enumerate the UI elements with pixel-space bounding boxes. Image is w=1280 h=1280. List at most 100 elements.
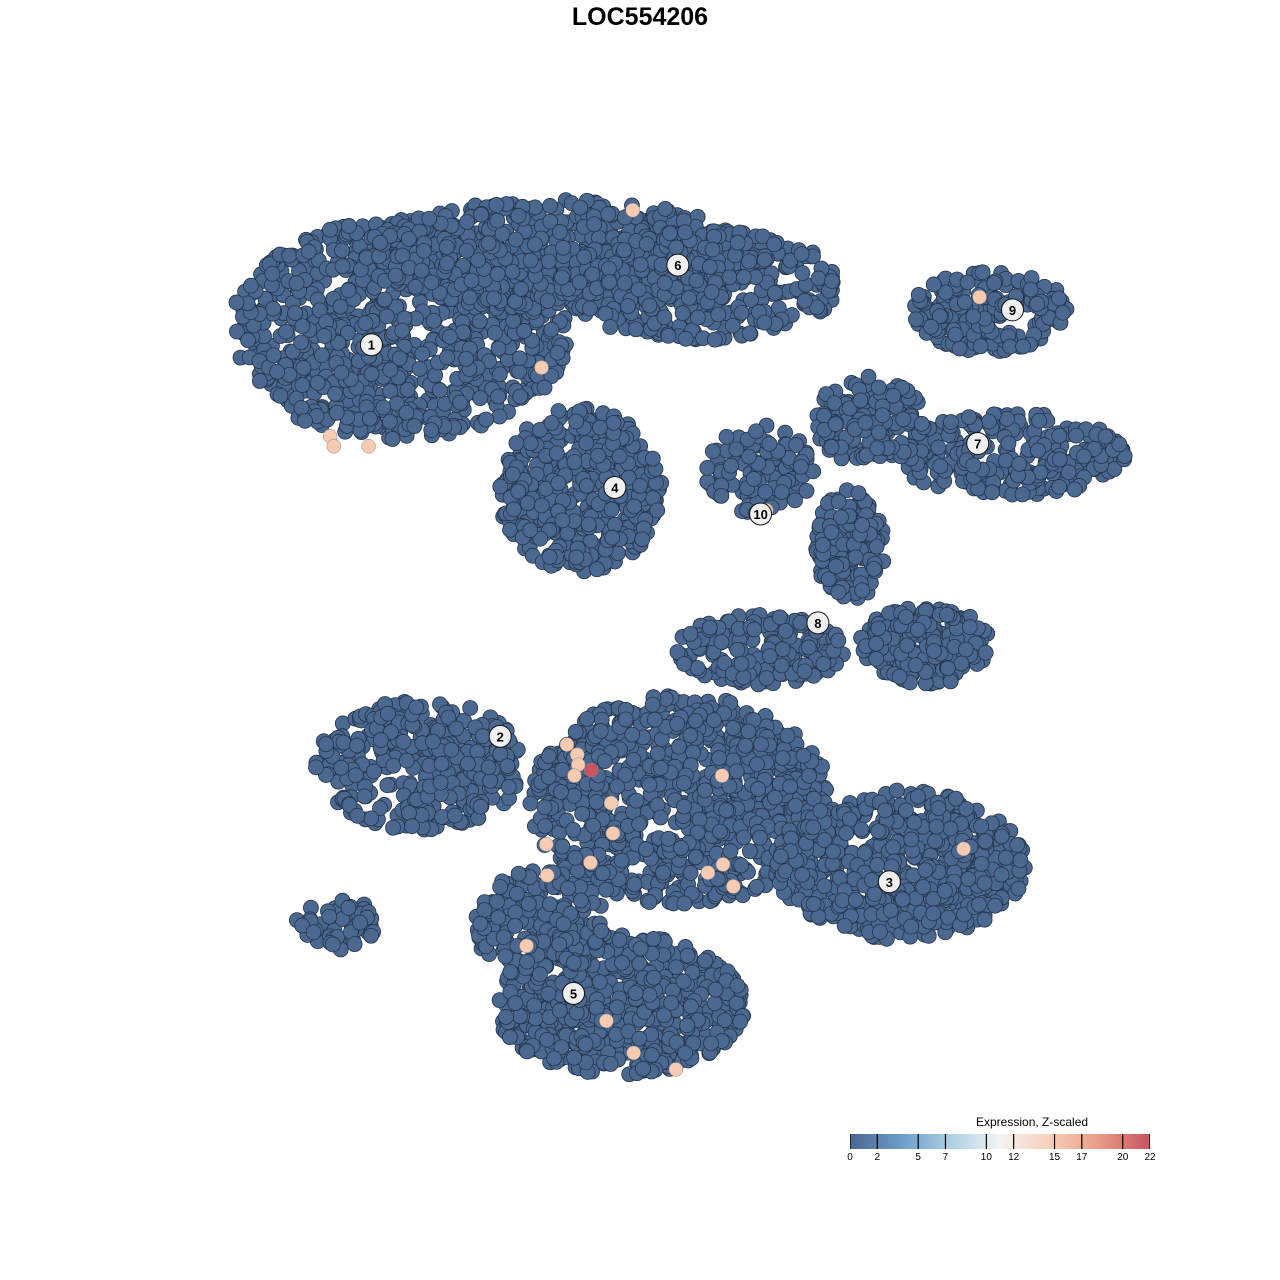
data-point xyxy=(735,269,752,286)
data-point xyxy=(522,522,539,539)
data-point xyxy=(930,439,947,456)
data-point xyxy=(724,317,741,334)
data-point xyxy=(398,404,415,421)
data-point xyxy=(997,452,1014,469)
data-point xyxy=(676,895,693,912)
data-point xyxy=(631,816,647,833)
data-point xyxy=(611,448,628,465)
data-point xyxy=(504,466,521,483)
data-point xyxy=(505,501,522,518)
data-point xyxy=(567,723,584,740)
data-point xyxy=(604,529,621,546)
data-point xyxy=(378,308,395,325)
data-point xyxy=(682,865,699,881)
data-point xyxy=(308,759,324,776)
data-point xyxy=(740,723,757,740)
data-point xyxy=(898,609,914,625)
data-point xyxy=(857,414,874,431)
data-point xyxy=(794,265,811,281)
data-point xyxy=(494,226,511,242)
data-point xyxy=(533,497,550,514)
data-point xyxy=(504,263,521,280)
data-point xyxy=(704,443,721,460)
data-point xyxy=(1051,479,1068,495)
data-point xyxy=(361,410,378,427)
data-point xyxy=(432,774,449,791)
data-point xyxy=(473,206,490,223)
data-point xyxy=(596,753,613,770)
data-point xyxy=(874,407,891,424)
data-point xyxy=(1051,451,1068,468)
data-point xyxy=(673,840,689,856)
data-point xyxy=(699,460,716,476)
data-point xyxy=(749,756,765,773)
data-point xyxy=(340,282,357,299)
data-point xyxy=(972,338,989,355)
data-point xyxy=(309,374,326,391)
data-point xyxy=(335,734,352,751)
data-point xyxy=(372,234,389,251)
data-point xyxy=(737,737,754,754)
data-point xyxy=(745,471,762,487)
data-point xyxy=(540,748,557,765)
data-point xyxy=(660,830,677,847)
data-point xyxy=(850,485,867,502)
data-point xyxy=(543,415,560,431)
data-point xyxy=(951,340,968,357)
data-point xyxy=(632,477,648,494)
data-point xyxy=(489,266,506,282)
data-point xyxy=(925,276,942,293)
data-point xyxy=(398,752,415,769)
data-point xyxy=(439,349,456,366)
data-point xyxy=(974,264,991,281)
data-point xyxy=(363,810,380,827)
data-point xyxy=(278,323,294,340)
data-point xyxy=(508,435,525,452)
data-point xyxy=(638,236,655,252)
data-point xyxy=(243,277,259,294)
data-point xyxy=(600,260,617,277)
data-point xyxy=(486,290,502,307)
data-point xyxy=(758,670,775,687)
data-point xyxy=(1015,338,1031,355)
data-point xyxy=(624,726,641,743)
data-point xyxy=(828,558,844,575)
data-point xyxy=(652,809,669,826)
data-point xyxy=(537,818,553,835)
data-point xyxy=(773,484,790,500)
data-point xyxy=(687,712,704,729)
data-point xyxy=(590,447,607,464)
data-point xyxy=(733,304,750,321)
data-point xyxy=(568,413,585,430)
data-point xyxy=(539,292,556,309)
data-point xyxy=(551,224,568,240)
data-point xyxy=(488,197,505,213)
data-point xyxy=(601,274,618,291)
data-point xyxy=(382,383,399,400)
data-point xyxy=(413,262,430,279)
data-point xyxy=(297,412,313,429)
data-point xyxy=(1060,464,1077,481)
data-point xyxy=(677,224,694,241)
data-point xyxy=(761,648,778,665)
data-point xyxy=(682,727,699,744)
data-point xyxy=(522,795,539,812)
data-point xyxy=(414,345,431,362)
data-point xyxy=(756,251,773,268)
data-point xyxy=(741,253,757,270)
data-point xyxy=(674,305,691,322)
data-point xyxy=(332,298,349,315)
data-point xyxy=(554,838,571,855)
data-point xyxy=(820,571,837,588)
data-point xyxy=(712,823,728,840)
data-point xyxy=(939,606,955,623)
data-point xyxy=(792,458,809,475)
data-point xyxy=(959,274,976,291)
data-point xyxy=(1075,448,1092,465)
data-point xyxy=(627,321,644,338)
data-point xyxy=(697,782,713,799)
data-point xyxy=(735,829,752,846)
data-point xyxy=(891,668,908,685)
data-point xyxy=(571,274,588,291)
data-point xyxy=(814,537,831,553)
